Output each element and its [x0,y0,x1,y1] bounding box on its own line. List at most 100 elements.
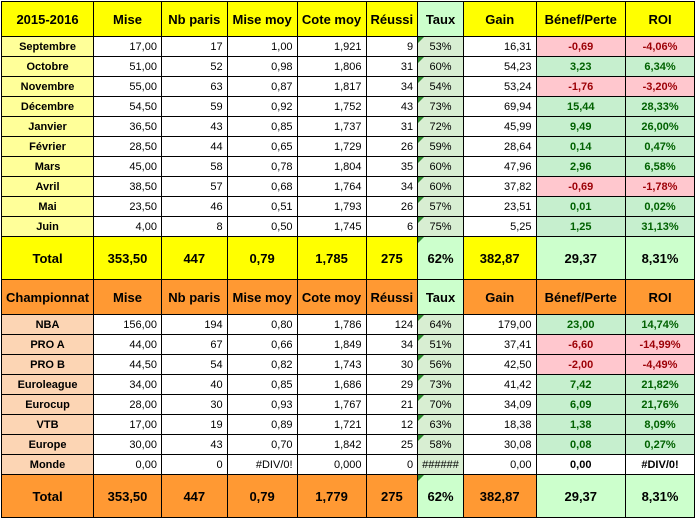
cell-label[interactable]: Mai [0,196,95,217]
total-roi[interactable]: 8,31% [625,474,695,518]
cell-roi[interactable]: 31,13% [625,216,695,237]
total-reussi[interactable]: 275 [365,474,419,518]
cell-taux[interactable]: 53% [417,36,464,57]
cell-mise[interactable]: 44,00 [93,334,162,355]
cell-reussi[interactable]: 35 [365,156,419,177]
cell-label[interactable]: PRO B [0,354,95,375]
total-nb-paris[interactable]: 447 [160,236,228,280]
cell-mise[interactable]: 17,00 [93,414,162,435]
cell-gain[interactable]: 37,41 [462,334,537,355]
cell-cote-moy[interactable]: 1,817 [296,76,367,97]
cell-taux[interactable]: 56% [417,354,464,375]
cell-cote-moy[interactable]: 1,737 [296,116,367,137]
cell-reussi[interactable]: 9 [365,36,419,57]
cell-gain[interactable]: 18,38 [462,414,537,435]
cell-mise[interactable]: 4,00 [93,216,162,237]
cell-benef-perte[interactable]: 1,38 [535,414,627,435]
cell-label[interactable]: Mars [0,156,95,177]
cell-label[interactable]: Décembre [0,96,95,117]
cell-cote-moy[interactable]: 1,764 [296,176,367,197]
cell-benef-perte[interactable]: -6,60 [535,334,627,355]
cell-roi[interactable]: 26,00% [625,116,695,137]
cell-mise[interactable]: 51,00 [93,56,162,77]
cell-mise[interactable]: 28,00 [93,394,162,415]
total-benef-perte[interactable]: 29,37 [535,474,627,518]
cell-gain[interactable]: 69,94 [462,96,537,117]
header-gain[interactable]: Gain [462,279,537,315]
cell-gain[interactable]: 53,24 [462,76,537,97]
cell-benef-perte[interactable]: 1,25 [535,216,627,237]
cell-roi[interactable]: 0,27% [625,434,695,455]
total-label[interactable]: Total [0,474,95,518]
header-label[interactable]: 2015-2016 [0,1,95,37]
cell-cote-moy[interactable]: 1,686 [296,374,367,395]
cell-gain[interactable]: 30,08 [462,434,537,455]
cell-mise-moy[interactable]: 0,93 [226,394,298,415]
header-mise[interactable]: Mise [93,1,162,37]
cell-nb-paris[interactable]: 63 [160,76,228,97]
cell-mise[interactable]: 23,50 [93,196,162,217]
cell-mise[interactable]: 30,00 [93,434,162,455]
cell-mise-moy[interactable]: 0,65 [226,136,298,157]
cell-taux[interactable]: 72% [417,116,464,137]
cell-mise[interactable]: 44,50 [93,354,162,375]
cell-gain[interactable]: 179,00 [462,314,537,335]
cell-benef-perte[interactable]: 0,01 [535,196,627,217]
cell-nb-paris[interactable]: 43 [160,434,228,455]
cell-reussi[interactable]: 34 [365,176,419,197]
total-gain[interactable]: 382,87 [462,474,537,518]
header-roi[interactable]: ROI [625,279,695,315]
cell-benef-perte[interactable]: 6,09 [535,394,627,415]
cell-benef-perte[interactable]: 3,23 [535,56,627,77]
cell-gain[interactable]: 45,99 [462,116,537,137]
cell-nb-paris[interactable]: 44 [160,136,228,157]
cell-benef-perte[interactable]: -1,76 [535,76,627,97]
total-roi[interactable]: 8,31% [625,236,695,280]
cell-cote-moy[interactable]: 1,786 [296,314,367,335]
cell-mise-moy[interactable]: 0,70 [226,434,298,455]
cell-reussi[interactable]: 30 [365,354,419,375]
cell-nb-paris[interactable]: 46 [160,196,228,217]
cell-cote-moy[interactable]: 0,000 [296,454,367,475]
cell-roi[interactable]: -4,06% [625,36,695,57]
cell-mise[interactable]: 34,00 [93,374,162,395]
cell-roi[interactable]: -1,78% [625,176,695,197]
cell-mise[interactable]: 36,50 [93,116,162,137]
cell-nb-paris[interactable]: 0 [160,454,228,475]
cell-nb-paris[interactable]: 67 [160,334,228,355]
cell-reussi[interactable]: 43 [365,96,419,117]
cell-roi[interactable]: -4,49% [625,354,695,375]
cell-cote-moy[interactable]: 1,804 [296,156,367,177]
cell-gain[interactable]: 23,51 [462,196,537,217]
cell-nb-paris[interactable]: 19 [160,414,228,435]
header-benef-perte[interactable]: Bénef/Perte [535,279,627,315]
total-taux[interactable]: 62% [417,474,464,518]
total-label[interactable]: Total [0,236,95,280]
cell-mise-moy[interactable]: 0,80 [226,314,298,335]
cell-benef-perte[interactable]: 9,49 [535,116,627,137]
cell-taux[interactable]: 73% [417,374,464,395]
cell-roi[interactable]: 8,09% [625,414,695,435]
cell-taux[interactable]: 73% [417,96,464,117]
header-taux[interactable]: Taux [417,279,464,315]
cell-label[interactable]: NBA [0,314,95,335]
total-gain[interactable]: 382,87 [462,236,537,280]
cell-gain[interactable]: 37,82 [462,176,537,197]
cell-mise-moy[interactable]: 0,98 [226,56,298,77]
cell-roi[interactable]: 14,74% [625,314,695,335]
cell-mise[interactable]: 55,00 [93,76,162,97]
cell-label[interactable]: Euroleague [0,374,95,395]
cell-cote-moy[interactable]: 1,729 [296,136,367,157]
header-benef-perte[interactable]: Bénef/Perte [535,1,627,37]
total-cote-moy[interactable]: 1,779 [296,474,367,518]
cell-mise[interactable]: 54,50 [93,96,162,117]
cell-mise-moy[interactable]: 0,68 [226,176,298,197]
header-gain[interactable]: Gain [462,1,537,37]
header-cote-moy[interactable]: Cote moy [296,1,367,37]
cell-gain[interactable]: 47,96 [462,156,537,177]
cell-nb-paris[interactable]: 58 [160,156,228,177]
cell-roi[interactable]: 21,82% [625,374,695,395]
cell-benef-perte[interactable]: -0,69 [535,36,627,57]
cell-nb-paris[interactable]: 43 [160,116,228,137]
total-mise[interactable]: 353,50 [93,236,162,280]
